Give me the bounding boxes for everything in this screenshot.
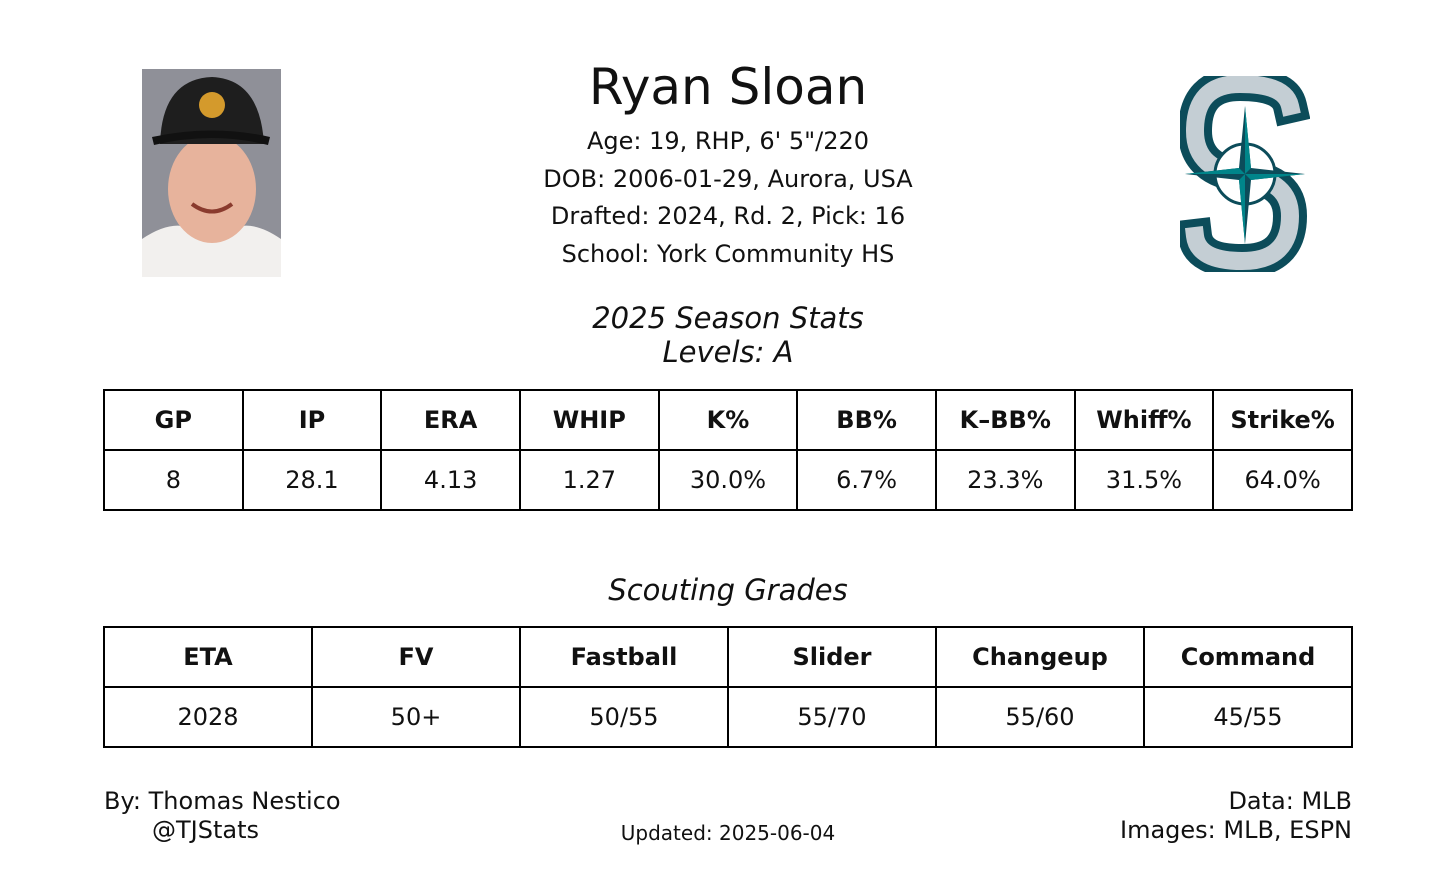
header-cell: Fastball: [519, 626, 729, 688]
data-cell: 6.7%: [796, 449, 937, 511]
header-cell: IP: [241, 389, 383, 451]
info-line: School: York Community HS: [561, 240, 895, 268]
header-cell: Whiff%: [1073, 389, 1215, 451]
info-line: DOB: 2006-01-29, Aurora, USA: [543, 165, 913, 193]
header-cell: K%: [657, 389, 799, 451]
data-cell: 31.5%: [1073, 449, 1215, 511]
header-row: ETA FV Fastball Slider Changeup Command: [103, 626, 1353, 688]
data-cell: 45/55: [1143, 686, 1353, 748]
data-cell: 1.27: [518, 449, 660, 511]
header-row: GP IP ERA WHIP K% BB% K–BB% Whiff% Strike%: [103, 389, 1353, 451]
handle: @TJStats: [152, 816, 260, 844]
header-cell: Command: [1143, 626, 1353, 688]
data-cell: 30.0%: [657, 449, 799, 511]
info-line: Drafted: 2024, Rd. 2, Pick: 16: [550, 202, 906, 230]
image-source: Images: MLB, ESPN: [1119, 816, 1352, 844]
data-cell: 64.0%: [1212, 449, 1353, 511]
data-source: Data: MLB: [1228, 787, 1352, 815]
grades-table: ETA FV Fastball Slider Changeup Command 2028 50…: [103, 626, 1353, 748]
header-cell: BB%: [796, 389, 937, 451]
info-line: Age: 19, RHP, 6' 5"/220: [586, 127, 870, 155]
player-photo: [142, 69, 281, 277]
header-cell: FV: [311, 626, 521, 688]
header-cell: GP: [103, 389, 244, 451]
data-cell: 50/55: [519, 686, 729, 748]
grades-title: Scouting Grades: [608, 573, 848, 607]
data-cell: 28.1: [241, 449, 383, 511]
updated: Updated: 2025-06-04: [620, 821, 836, 845]
data-cell: 55/70: [727, 686, 937, 748]
stats-table: GP IP ERA WHIP K% BB% K–BB% Whiff% Strike% 8 28.1 4…: [103, 389, 1353, 511]
header-cell: WHIP: [518, 389, 660, 451]
author: By: Thomas Nestico: [104, 787, 341, 815]
data-cell: 2028: [103, 686, 313, 748]
header-cell: ETA: [103, 626, 313, 688]
data-cell: 8: [103, 449, 244, 511]
header-cell: ERA: [380, 389, 521, 451]
header-cell: K–BB%: [934, 389, 1076, 451]
header-cell: Strike%: [1212, 389, 1353, 451]
header-cell: Changeup: [935, 626, 1145, 688]
team-logo: [1180, 76, 1310, 272]
header-cell: Slider: [727, 626, 937, 688]
stats-subtitle: Levels: A: [662, 335, 794, 369]
data-cell: 23.3%: [934, 449, 1076, 511]
data-cell: 4.13: [380, 449, 521, 511]
data-row: 8 28.1 4.13 1.27 30.0% 6.7% 23.3% 31.5% 64.0%: [103, 449, 1353, 511]
stats-title: 2025 Season Stats: [592, 301, 864, 335]
player-name: Ryan Sloan: [588, 58, 868, 116]
data-row: 2028 50+ 50/55 55/70 55/60 45/55: [103, 686, 1353, 748]
data-cell: 55/60: [935, 686, 1145, 748]
data-cell: 50+: [311, 686, 521, 748]
